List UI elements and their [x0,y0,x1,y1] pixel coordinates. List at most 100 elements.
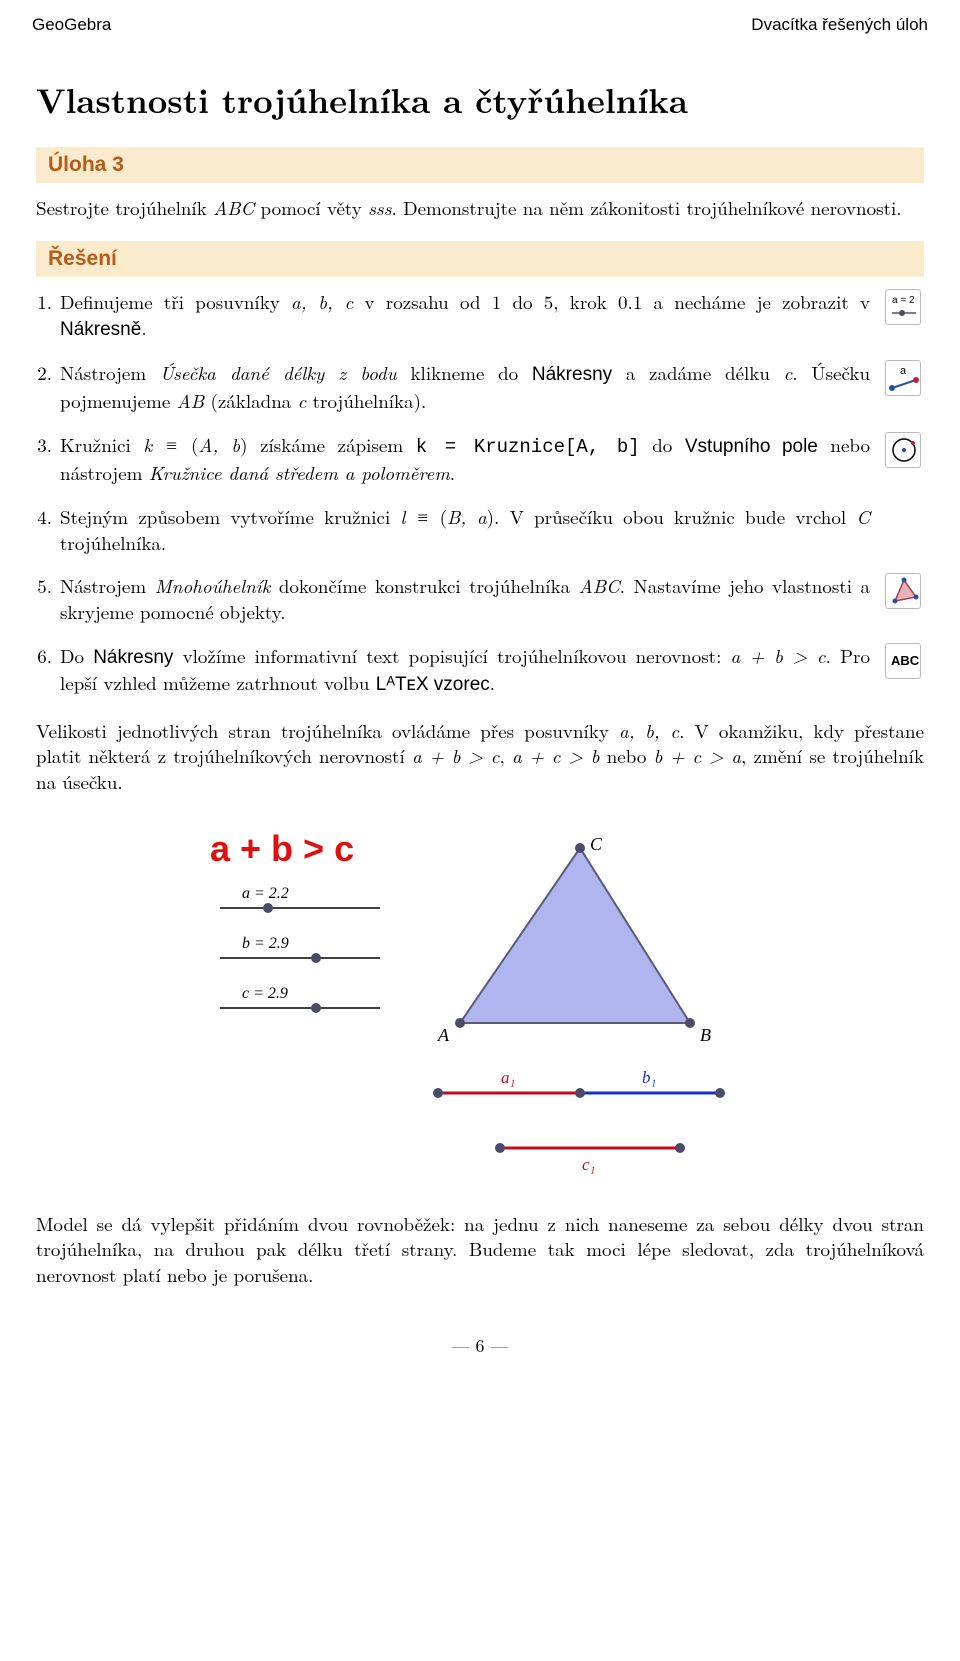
step-text: Stejným způsobem vytvoříme kružnici l ≡ … [60,504,882,555]
triangle-vertex [455,1018,465,1028]
step-text-part: B, a [447,503,487,530]
slider-handle [263,903,273,913]
step-number: 6. [36,643,60,669]
step-text-part: k = Kruznice[A, b] [416,436,640,458]
figure: a + b > ca = 2.2b = 2.9c = 2.9ABCa₁b₁c₁ [200,823,760,1183]
circle-icon [885,432,921,468]
page-number: 6 [476,1333,485,1358]
step-number: 3. [36,432,60,458]
step-text-part: Nástrojem [60,359,160,386]
vertex-label-a: A [437,1025,450,1045]
intro-t1: Sestrojte trojúhelník [36,194,213,221]
step-icon-slot [882,573,924,609]
step-text-part: Nákresně [60,319,141,340]
step-text-part: Úsečka dané délky z bodu [160,359,397,386]
header-right: Dvacítka řešených úloh [751,14,928,37]
step-text-part: Nákresny [93,647,173,668]
step-text-part: k ≡ [143,431,191,458]
step-item: 5.Nástrojem Mnohoúhelník dokončíme konst… [36,573,924,624]
page-footer: — 6 — [0,1306,960,1376]
segment-endpoint [675,1143,685,1153]
step-text: Nástrojem Úsečka dané délky z bodu klikn… [60,360,882,413]
step-text: Kružnici k ≡ (A, b) získáme zápisem k = … [60,432,882,486]
step-text: Do Nákresny vložíme informativní text po… [60,643,882,698]
p1-c2: nebo [599,742,653,769]
step-text-part: A, b [198,431,240,458]
segment-endpoint [433,1088,443,1098]
step-text-part: v rozsahu od 1 do 5, krok 0.1 a necháme … [353,288,870,315]
step-text-part: Nákresny [532,364,612,385]
slider-label: b = 2.9 [242,935,289,952]
p1-i3: b + c > a [654,742,741,769]
p1-c1: , [499,742,512,769]
step-icon-slot: ABC [882,643,924,679]
step-number: 2. [36,360,60,386]
step-icon-slot: a = 2 [882,289,924,325]
step-text-part: Kružnici [60,431,143,458]
header-left: GeoGebra [32,14,111,37]
step-text-part: dokončíme konstrukci trojúhelníka [270,572,578,599]
step-text-part: (základna [204,387,297,414]
step-text-part: Vstupního pole [685,436,818,457]
triangle [460,848,690,1023]
step-text-part: ) získáme zápisem [240,431,416,458]
step-text-part: Kružnice daná středem a poloměrem [149,459,450,486]
segment-endpoint [715,1088,725,1098]
step-text-part: Definujeme tři posuvníky [60,288,291,315]
step-text-part: klikneme do [397,359,532,386]
step-text-part: a zadáme délku [612,359,783,386]
step-number: 1. [36,289,60,315]
step-text-part: ABC [579,572,620,599]
step-text-part: AB [177,387,205,414]
step-text-part: Mnohoúhelník [155,572,271,599]
slider-handle [311,953,321,963]
step-text-part: a, b, c [291,288,353,315]
slider-icon: a = 2 [885,289,921,325]
step-text-part: LᴬTᴇX vzorec [376,674,490,695]
step-text-part: ). V průsečíku obou kružnic bude vrchol [487,503,857,530]
slider-label: a = 2.2 [242,885,289,902]
p1-i2: a + c > b [512,742,599,769]
intro-abc: ABC [213,194,254,221]
step-text-part: Stejným způsobem vytvoříme kružnici [60,503,400,530]
step-icon-slot: a [882,360,924,396]
steps-list: 1.Definujeme tři posuvníky a, b, c v roz… [36,289,924,698]
slider-label: c = 2.9 [242,985,288,1002]
polygon-icon [885,573,921,609]
p1-i1: a + b > c [412,742,499,769]
step-text-part: ( [440,503,447,530]
step-text-part: a + b > c [731,642,826,669]
segment-label-a1: a₁ [501,1068,515,1087]
svg-text:a = 2: a = 2 [892,295,915,306]
step-item: 1.Definujeme tři posuvníky a, b, c v roz… [36,289,924,342]
step-item: 6.Do Nákresny vložíme informativní text … [36,643,924,698]
vertex-label-b: B [700,1025,711,1045]
slider-handle [311,1003,321,1013]
reseni-bar: Řešení [36,241,924,277]
abc-icon: ABC [885,643,921,679]
step-text-part: trojúhelníka. [60,529,166,556]
step-text: Nástrojem Mnohoúhelník dokončíme konstru… [60,573,882,624]
para-2: Model se dá vylepšit přidáním dvou rovno… [36,1211,924,1288]
step-text-part: Do [60,642,93,669]
step-item: 2.Nástrojem Úsečka dané délky z bodu kli… [36,360,924,413]
segment-endpoint [575,1088,585,1098]
intro-sss: sss [368,194,391,221]
step-item: 3.Kružnici k ≡ (A, b) získáme zápisem k … [36,432,924,486]
para-1: Velikosti jednotlivých stran trojúhelník… [36,718,924,795]
step-text-part: Nástrojem [60,572,155,599]
step-icon-slot [882,432,924,468]
main-heading: Vlastnosti trojúhelníka a čtyřúhelníka [36,77,924,123]
intro-t3: . Demonstrujte na něm zákonitosti trojúh… [391,194,901,221]
svg-text:a: a [900,365,907,377]
step-item: 4.Stejným způsobem vytvoříme kružnici l … [36,504,924,555]
triangle-vertex [685,1018,695,1028]
segment-label-c1: c₁ [582,1155,595,1174]
step-text-part: . [141,314,146,341]
figure-svg: a + b > ca = 2.2b = 2.9c = 2.9ABCa₁b₁c₁ [200,823,760,1183]
step-text-part: vložíme informativní text popisující tro… [173,642,730,669]
uloha-bar: Úloha 3 [36,147,924,183]
step-text-part: . [450,459,455,486]
step-text: Definujeme tři posuvníky a, b, c v rozsa… [60,289,882,342]
intro-text: Sestrojte trojúhelník ABC pomocí věty ss… [36,195,924,221]
